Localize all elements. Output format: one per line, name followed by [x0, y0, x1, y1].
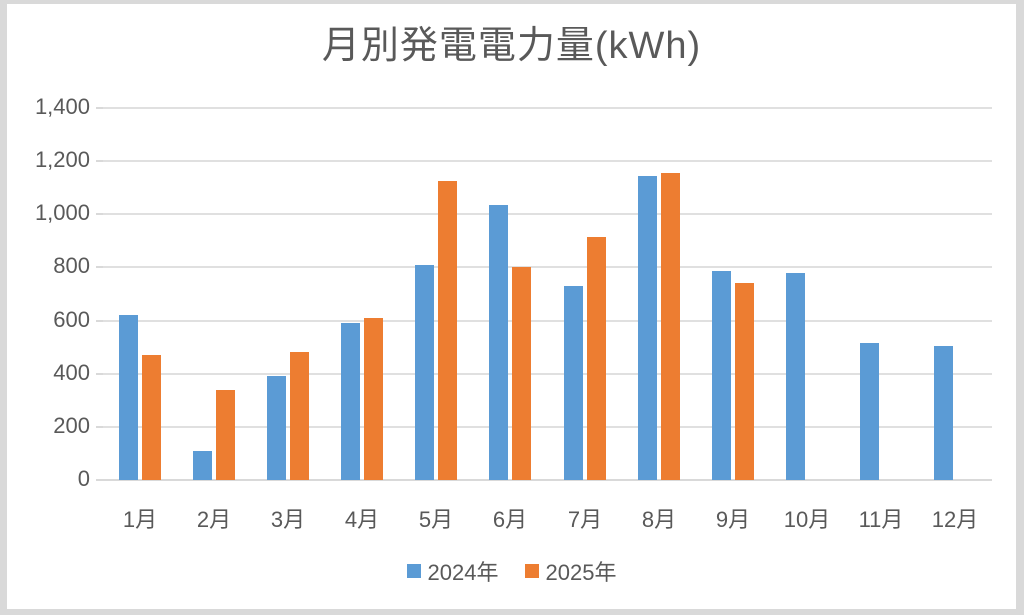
x-tick-label: 4月: [344, 507, 380, 532]
y-tick-label: 400: [53, 360, 90, 385]
bar-2024年-11月: [860, 343, 879, 480]
gridline: [103, 266, 992, 268]
x-axis-line: [103, 479, 992, 481]
legend-item-2024年: 2024年: [406, 555, 499, 587]
bar-2024年-12月: [934, 346, 953, 480]
bar-2024年-6月: [489, 205, 508, 480]
bar-chart: 月別発電電力量(kWh) 0 200 400 600 800 1,000 1,200 1,40…: [7, 4, 1016, 609]
bar-2024年-4月: [341, 323, 360, 480]
y-tick-label: 1,400: [34, 94, 90, 119]
gridline: [103, 160, 992, 162]
legend-label: 2024年: [427, 560, 499, 585]
bar-2024年-7月: [564, 286, 583, 480]
bar-2024年-10月: [786, 273, 805, 480]
y-tick: [96, 426, 103, 428]
gridline: [103, 213, 992, 215]
y-tick-label: 0: [77, 466, 90, 491]
gridline: [103, 373, 992, 375]
y-tick: [96, 160, 103, 162]
legend-swatch: [406, 564, 421, 578]
x-tick-label: 2月: [196, 507, 232, 532]
bar-2024年-3月: [267, 376, 286, 480]
legend-item-2025年: 2025年: [524, 555, 617, 587]
bar-2024年-9月: [712, 271, 731, 480]
bar-2024年-5月: [415, 265, 434, 480]
y-tick: [96, 479, 103, 481]
y-tick: [96, 213, 103, 215]
bar-2025年-5月: [438, 181, 457, 480]
y-tick: [96, 373, 103, 375]
gridline: [103, 107, 992, 109]
y-tick-label: 200: [53, 413, 90, 438]
x-tick-label: 6月: [492, 507, 528, 532]
y-tick: [96, 266, 103, 268]
legend-label: 2025年: [545, 560, 617, 585]
bar-2025年-7月: [587, 237, 606, 480]
bar-2025年-8月: [661, 173, 680, 480]
y-tick: [96, 107, 103, 109]
legend: 2024年 2025年: [7, 555, 1016, 587]
bar-2024年-2月: [193, 451, 212, 480]
x-tick-label: 9月: [715, 507, 751, 532]
legend-swatch: [524, 564, 539, 578]
x-tick-label: 11月: [858, 507, 904, 532]
x-tick-label: 5月: [418, 507, 454, 532]
plot-area: 1月 2月 3月 4月 5月 6月 7月 8月 9月 10月 11月 12月: [96, 107, 992, 532]
bar-2025年-3月: [290, 352, 309, 480]
bar-2024年-1月: [119, 315, 138, 480]
x-tick-label: 8月: [641, 507, 677, 532]
y-tick: [96, 320, 103, 322]
y-tick-label: 800: [53, 253, 90, 278]
x-tick-label: 12月: [931, 507, 979, 532]
bar-2025年-6月: [512, 267, 531, 480]
gridline: [103, 320, 992, 322]
y-tick-label: 1,000: [34, 200, 90, 225]
gridline: [103, 426, 992, 428]
x-tick-label: 10月: [783, 507, 831, 532]
x-tick-label: 3月: [270, 507, 306, 532]
bar-2024年-8月: [638, 176, 657, 480]
bar-2025年-9月: [735, 283, 754, 480]
y-tick-label: 600: [53, 307, 90, 332]
bar-2025年-2月: [216, 390, 235, 480]
bar-2025年-1月: [142, 355, 161, 480]
y-tick-label: 1,200: [34, 147, 90, 172]
x-tick-label: 1月: [122, 507, 158, 532]
chart-title: 月別発電電力量(kWh): [321, 25, 702, 67]
x-tick-label: 7月: [567, 507, 603, 532]
bar-2025年-4月: [364, 318, 383, 480]
